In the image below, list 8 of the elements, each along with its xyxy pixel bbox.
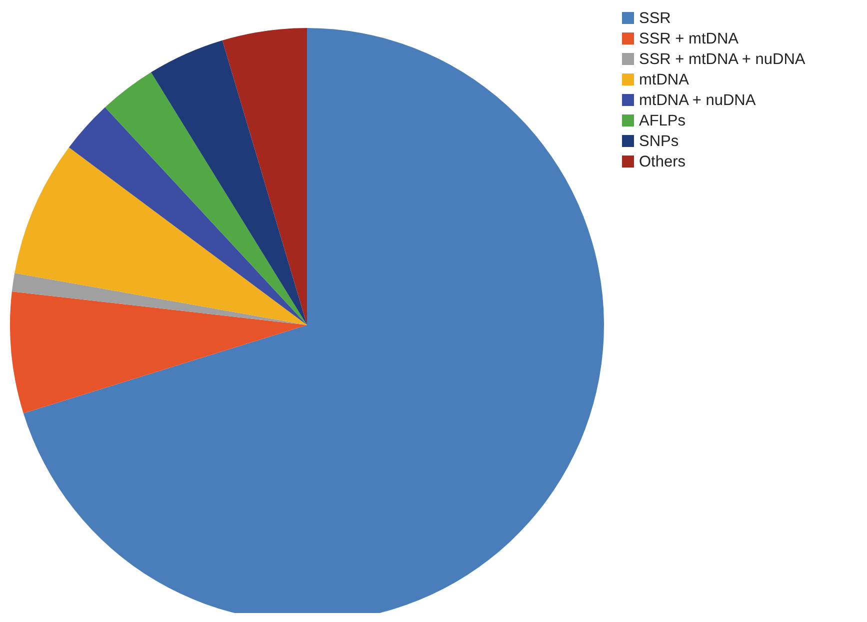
legend-label: AFLPs: [639, 112, 686, 130]
legend-label: SSR + mtDNA: [639, 30, 740, 48]
legend-label: SSR + mtDNA + nuDNA: [639, 51, 806, 68]
legend-label: SSR: [639, 10, 671, 27]
legend-label: mtDNA + nuDNA: [639, 92, 756, 109]
legend-label: mtDNA: [639, 72, 690, 88]
legend-label: Others: [639, 154, 686, 170]
legend-label: SNPs: [639, 133, 679, 150]
